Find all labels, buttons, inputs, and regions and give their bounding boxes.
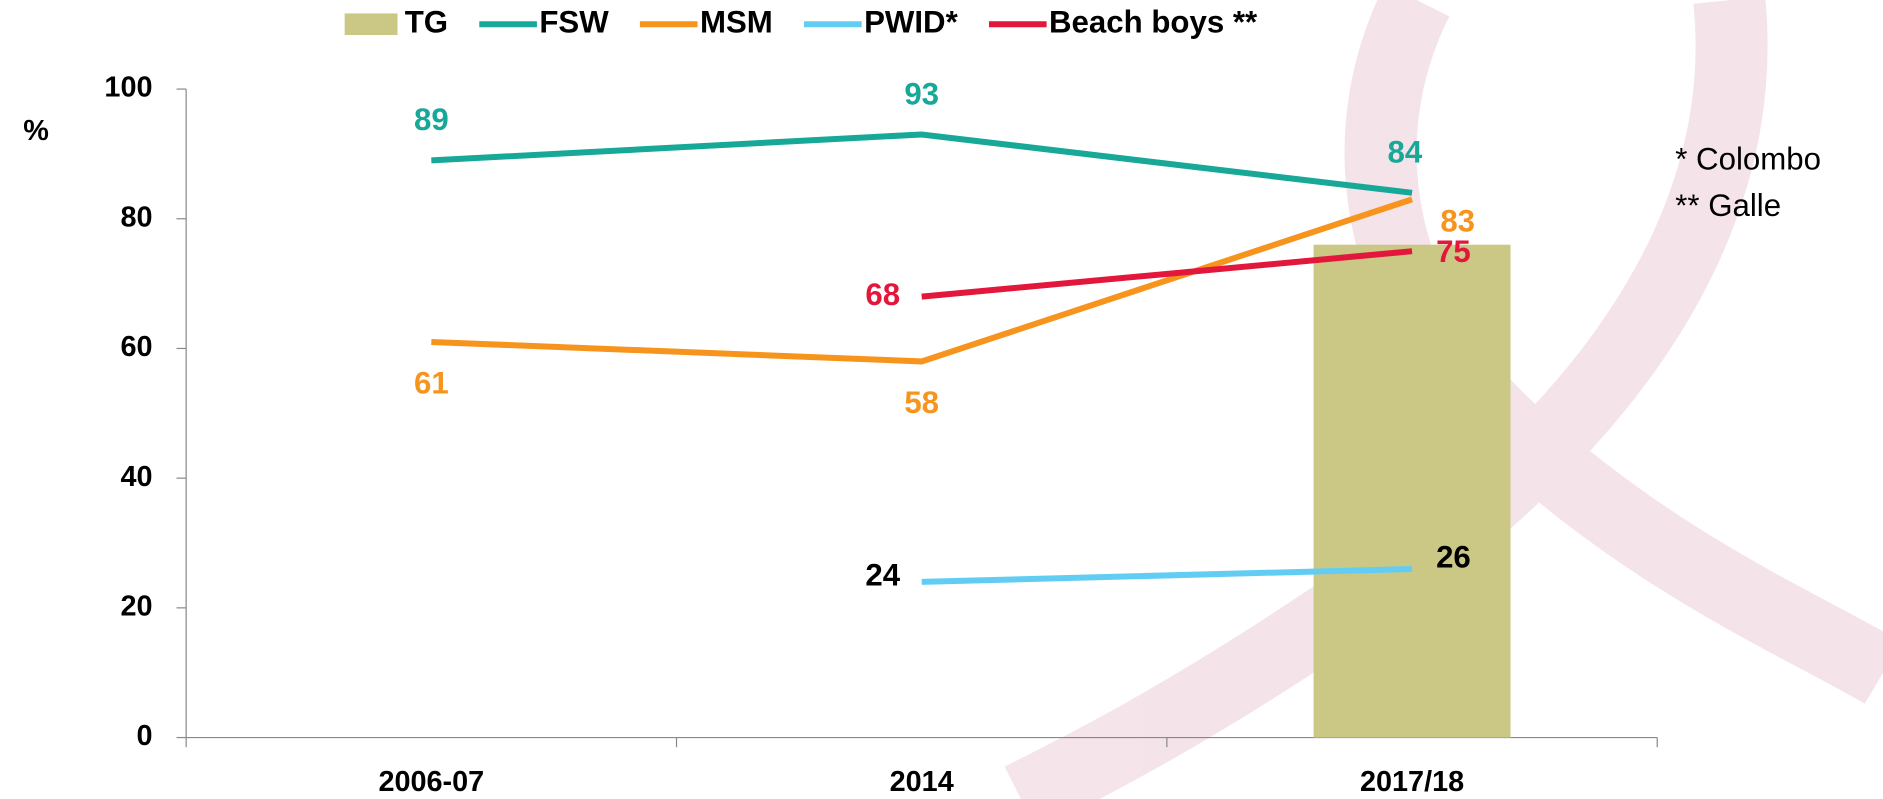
data-label: 61 <box>414 365 449 400</box>
series-line <box>431 199 1412 361</box>
page: {"chart_data": { "type": "line", "y_labe… <box>0 0 1883 799</box>
data-label: 89 <box>414 102 449 137</box>
annotation: * Colombo <box>1675 141 1821 176</box>
y-tick-label: 40 <box>120 461 152 493</box>
y-tick-label: 100 <box>104 72 152 104</box>
data-label: 26 <box>1436 540 1471 575</box>
chart: % * Colombo ** Galle 0 20 40 60 80 100 2006-07… <box>0 0 1883 799</box>
legend-label: PWID* <box>864 4 959 39</box>
y-tick-label: 80 <box>120 201 152 233</box>
data-label: 75 <box>1436 234 1471 269</box>
legend-label: MSM <box>700 4 773 39</box>
data-label: 84 <box>1387 135 1422 170</box>
y-tick-label: 60 <box>120 331 152 363</box>
y-tick-label: 20 <box>120 590 152 622</box>
data-label: 58 <box>904 385 939 420</box>
data-label: 93 <box>904 76 939 111</box>
legend-label: TG <box>405 4 448 39</box>
legend-label: FSW <box>539 4 609 39</box>
bar <box>1314 245 1511 738</box>
annotation: ** Galle <box>1675 188 1781 223</box>
legend-label: Beach boys ** <box>1049 4 1258 39</box>
x-tick-label: 2006-07 <box>378 766 484 798</box>
data-label: 68 <box>865 277 900 312</box>
x-tick-label: 2014 <box>890 766 954 798</box>
y-tick-label: 0 <box>136 720 152 752</box>
y-axis-label: % <box>23 115 49 147</box>
legend-swatch <box>345 13 398 35</box>
x-tick-label: 2017/18 <box>1360 766 1464 798</box>
series-line <box>431 134 1412 192</box>
data-label: 24 <box>865 557 900 592</box>
